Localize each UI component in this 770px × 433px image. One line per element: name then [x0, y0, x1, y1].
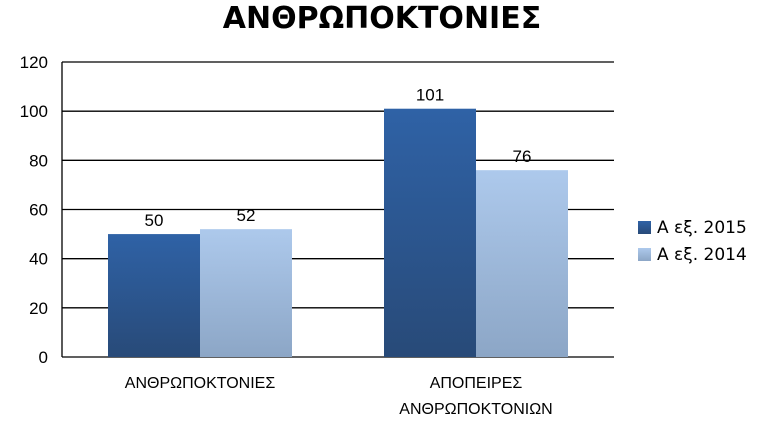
legend-label-1: Α εξ. 2015: [657, 218, 747, 238]
bar-series-1-cat-2: [384, 108, 476, 357]
legend-swatch-1: [638, 221, 651, 234]
data-label: 76: [513, 147, 532, 166]
bar-series-2-cat-1: [200, 229, 292, 357]
legend-label-2: Α εξ. 2014: [657, 245, 747, 265]
bars-layer: [108, 108, 568, 357]
y-tick-label: 0: [39, 348, 48, 367]
y-tick-label: 100: [20, 102, 48, 121]
data-label: 101: [416, 86, 444, 105]
legend: Α εξ. 2015 Α εξ. 2014: [638, 218, 747, 265]
labels-layer: 0 20 40 60 80 100 120 50 52 ΑΝΘΡΩΠΟΚΤΟΝΙΕΣ 101 76 ΑΠ…: [20, 53, 553, 418]
data-label: 50: [145, 211, 164, 230]
chart-title: ΑΝΘΡΩΠΟΚΤΟΝΙΕΣ: [223, 1, 541, 36]
category-label: ΑΝΘΡΩΠΟΚΤΟΝΙΩΝ: [399, 401, 552, 418]
y-tick-label: 20: [29, 299, 48, 318]
category-label: ΑΝΘΡΩΠΟΚΤΟΝΙΕΣ: [125, 375, 276, 392]
y-tick-label: 40: [29, 250, 48, 269]
y-tick-label: 120: [20, 53, 48, 72]
legend-swatch-2: [638, 248, 651, 261]
bar-series-2-cat-2: [476, 170, 568, 357]
y-tick-label: 80: [29, 151, 48, 170]
y-tick-label: 60: [29, 201, 48, 220]
category-label: ΑΠΟΠΕΙΡΕΣ: [430, 375, 523, 392]
bar-series-1-cat-1: [108, 234, 200, 357]
data-label: 52: [237, 206, 256, 225]
